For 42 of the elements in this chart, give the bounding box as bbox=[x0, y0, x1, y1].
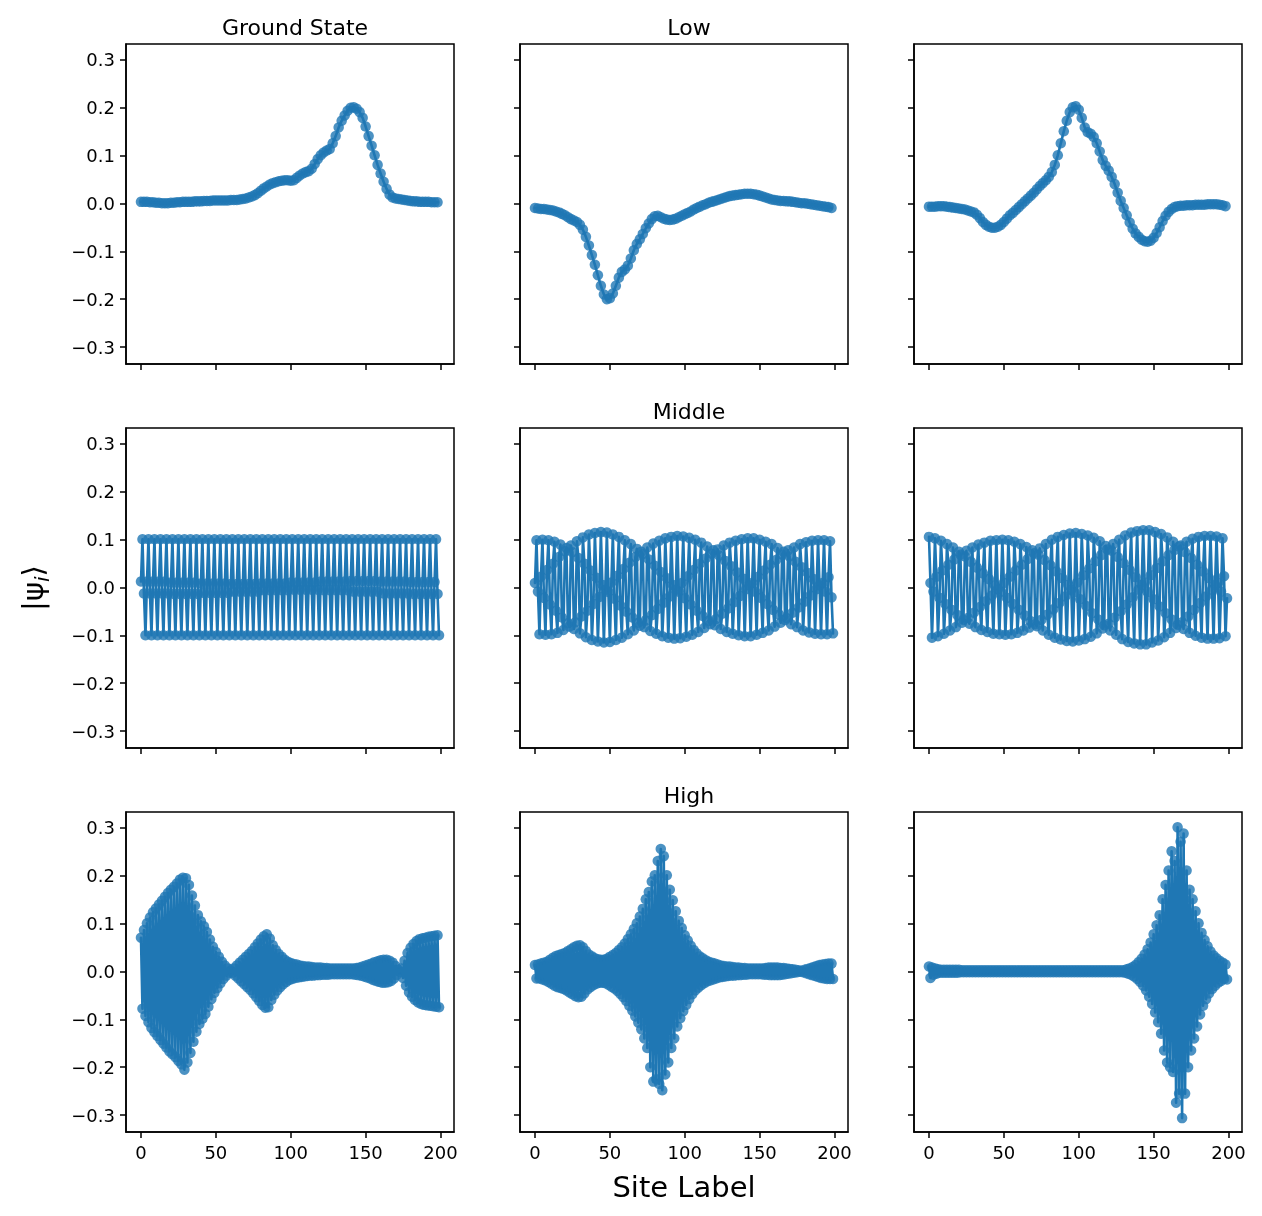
y-tick-label: −0.3 bbox=[71, 1104, 115, 1126]
chart-title: Middle bbox=[652, 399, 726, 424]
y-tick-label: 0.0 bbox=[86, 192, 115, 214]
chart-title: High bbox=[663, 783, 715, 808]
y-tick-label: 0.0 bbox=[86, 960, 115, 982]
x-tick-label: 50 bbox=[992, 1141, 1016, 1163]
x-tick-label: 150 bbox=[1136, 1141, 1171, 1163]
y-tick-label: −0.2 bbox=[71, 1056, 115, 1078]
x-tick-label: 0 bbox=[923, 1141, 935, 1163]
y-tick-label: −0.3 bbox=[71, 720, 115, 742]
x-tick-label: 0 bbox=[135, 1141, 147, 1163]
x-tick-label: 100 bbox=[1061, 1141, 1096, 1163]
y-tick-label: 0.0 bbox=[86, 576, 115, 598]
x-tick-label: 200 bbox=[817, 1141, 852, 1163]
y-tick-label: 0.2 bbox=[86, 480, 115, 502]
y-tick-label: 0.3 bbox=[86, 816, 115, 838]
x-tick-label: 100 bbox=[273, 1141, 308, 1163]
y-tick-label: 0.1 bbox=[86, 912, 115, 934]
x-tick-label: 50 bbox=[598, 1141, 622, 1163]
y-tick-label: 0.1 bbox=[86, 144, 115, 166]
y-tick-label: −0.1 bbox=[71, 1008, 115, 1030]
x-axis-title: Site Label bbox=[612, 1170, 756, 1204]
x-tick-label: 50 bbox=[204, 1141, 228, 1163]
chart-title: Ground State bbox=[221, 15, 369, 40]
x-tick-label: 150 bbox=[742, 1141, 777, 1163]
y-tick-label: −0.3 bbox=[71, 336, 115, 358]
x-tick-label: 100 bbox=[667, 1141, 702, 1163]
chart-title: Low bbox=[667, 15, 711, 40]
x-tick-label: 0 bbox=[529, 1141, 541, 1163]
y-tick-label: −0.1 bbox=[71, 240, 115, 262]
y-tick-label: −0.2 bbox=[71, 288, 115, 310]
y-tick-label: 0.2 bbox=[86, 864, 115, 886]
x-tick-label: 200 bbox=[1211, 1141, 1246, 1163]
y-tick-label: 0.3 bbox=[86, 432, 115, 454]
x-tick-label: 150 bbox=[348, 1141, 383, 1163]
y-tick-label: −0.1 bbox=[71, 624, 115, 646]
y-axis-title: |ψi⟩ bbox=[16, 565, 54, 611]
x-tick-label: 200 bbox=[423, 1141, 458, 1163]
y-tick-label: 0.2 bbox=[86, 96, 115, 118]
y-tick-label: 0.3 bbox=[86, 48, 115, 70]
y-tick-label: 0.1 bbox=[86, 528, 115, 550]
y-tick-label: −0.2 bbox=[71, 672, 115, 694]
